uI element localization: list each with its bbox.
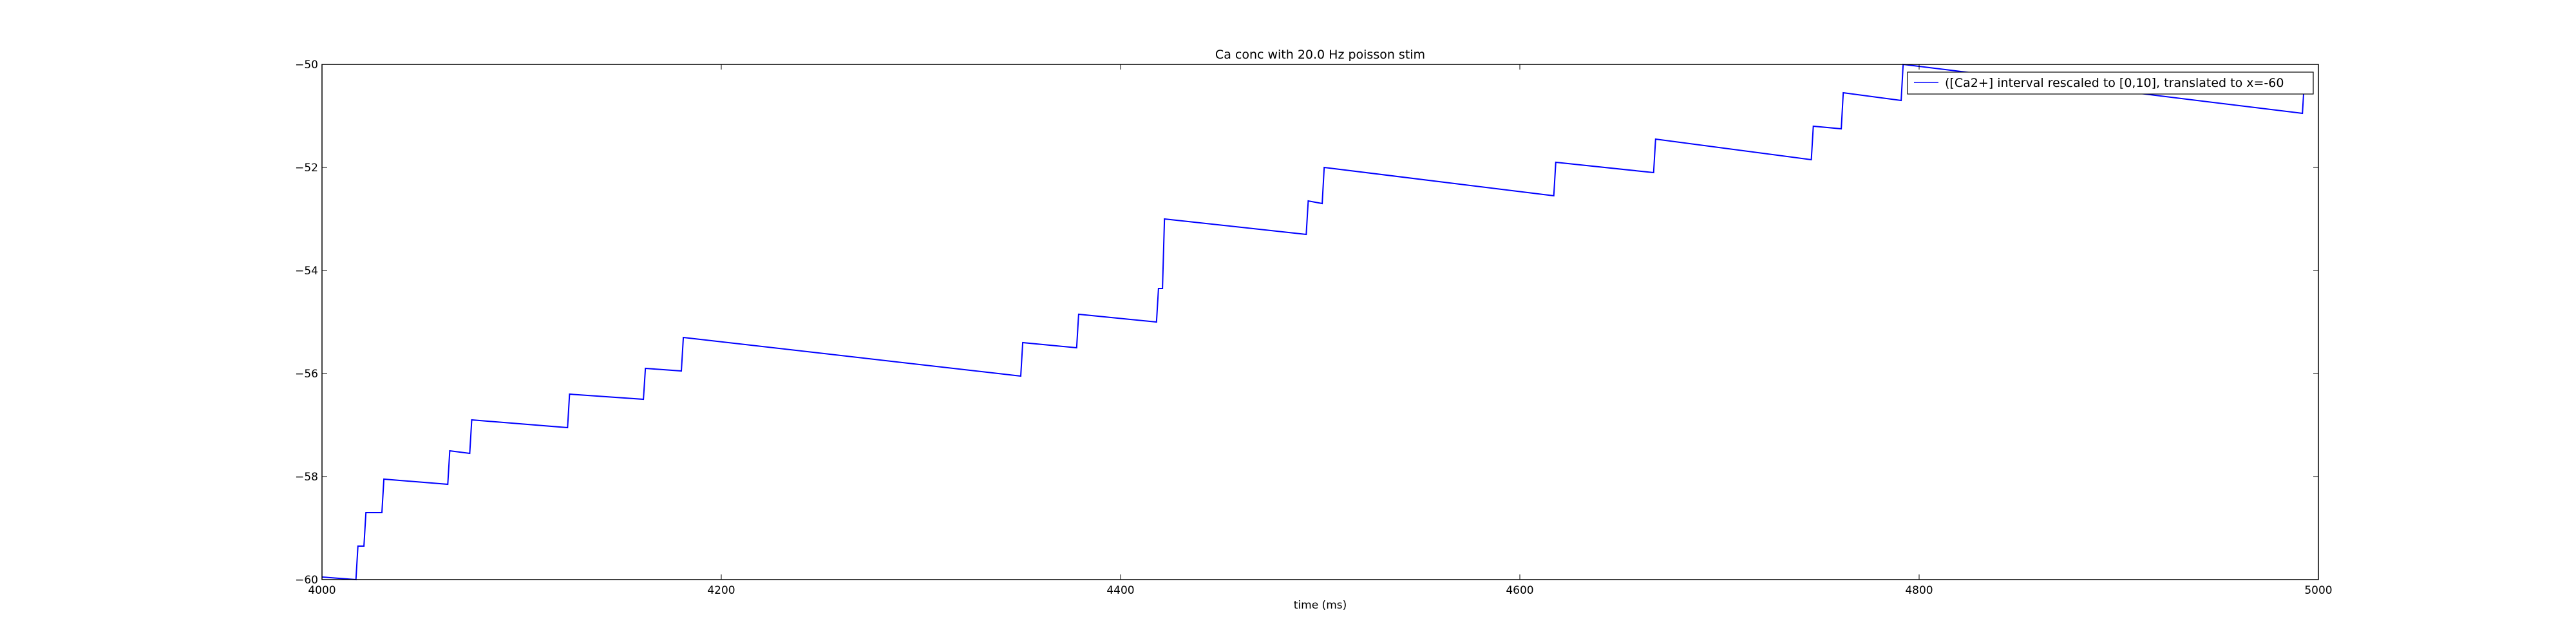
x-tick-label: 4200: [707, 584, 735, 597]
y-tick-label: −54: [295, 265, 318, 278]
y-tick-label: −58: [295, 471, 318, 484]
chart-title: Ca conc with 20.0 Hz poisson stim: [1215, 48, 1425, 62]
x-tick-label: 4400: [1106, 584, 1134, 597]
y-tick-label: −60: [295, 574, 318, 587]
plot-frame: [321, 64, 2319, 580]
x-tick-label: 4600: [1506, 584, 1533, 597]
y-tick-label: −56: [295, 368, 318, 381]
y-tick-label: −50: [295, 59, 318, 71]
y-tick-label: −52: [295, 162, 318, 175]
x-tick-label: 5000: [2304, 584, 2332, 597]
x-tick-label: 4000: [308, 584, 336, 597]
x-tick-label: 4800: [1905, 584, 1933, 597]
series-line-0: [321, 63, 2306, 581]
legend: ([Ca2+] interval rescaled to [0,10], tra…: [1907, 71, 2314, 95]
plot-area: [321, 63, 2306, 581]
axis-ticks: 4000 4200 4400 4600 4800 5000 −60 −58 −56 −54 −52 −…: [295, 59, 2333, 597]
legend-label: ([Ca2+] interval rescaled to [0,10], tra…: [1945, 76, 2284, 90]
x-axis-label: time (ms): [1294, 599, 1347, 612]
legend-box: [1907, 71, 2314, 95]
